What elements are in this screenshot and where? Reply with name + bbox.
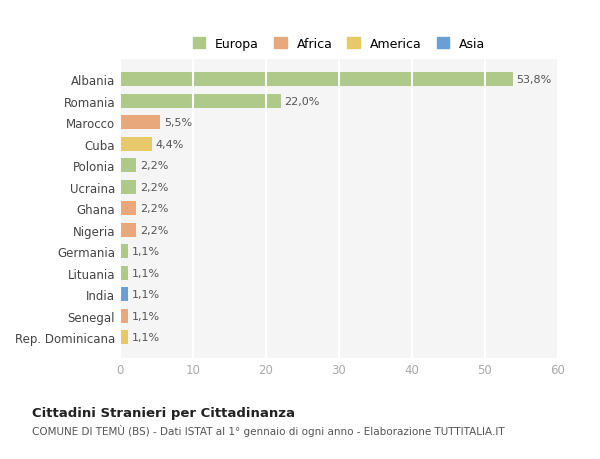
- Text: 2,2%: 2,2%: [140, 182, 168, 192]
- Bar: [120, 73, 513, 87]
- Bar: [120, 116, 160, 130]
- Bar: [120, 266, 128, 280]
- Bar: [120, 202, 136, 216]
- Bar: [120, 138, 152, 151]
- Text: COMUNE DI TEMÙ (BS) - Dati ISTAT al 1° gennaio di ogni anno - Elaborazione TUTTI: COMUNE DI TEMÙ (BS) - Dati ISTAT al 1° g…: [32, 424, 505, 436]
- Legend: Europa, Africa, America, Asia: Europa, Africa, America, Asia: [193, 38, 485, 50]
- Text: 2,2%: 2,2%: [140, 204, 168, 214]
- Bar: [120, 159, 136, 173]
- Text: 2,2%: 2,2%: [140, 161, 168, 171]
- Text: Cittadini Stranieri per Cittadinanza: Cittadini Stranieri per Cittadinanza: [32, 406, 295, 419]
- Bar: [120, 95, 281, 109]
- Bar: [120, 309, 128, 323]
- Text: 1,1%: 1,1%: [131, 268, 160, 278]
- Text: 1,1%: 1,1%: [131, 290, 160, 300]
- Bar: [120, 288, 128, 302]
- Bar: [120, 224, 136, 237]
- Text: 4,4%: 4,4%: [156, 140, 184, 150]
- Text: 2,2%: 2,2%: [140, 225, 168, 235]
- Text: 22,0%: 22,0%: [284, 97, 320, 106]
- Bar: [120, 180, 136, 194]
- Bar: [120, 330, 128, 344]
- Text: 1,1%: 1,1%: [131, 332, 160, 342]
- Text: 1,1%: 1,1%: [131, 311, 160, 321]
- Text: 5,5%: 5,5%: [164, 118, 192, 128]
- Text: 53,8%: 53,8%: [517, 75, 551, 85]
- Bar: [120, 245, 128, 259]
- Text: 1,1%: 1,1%: [131, 247, 160, 257]
